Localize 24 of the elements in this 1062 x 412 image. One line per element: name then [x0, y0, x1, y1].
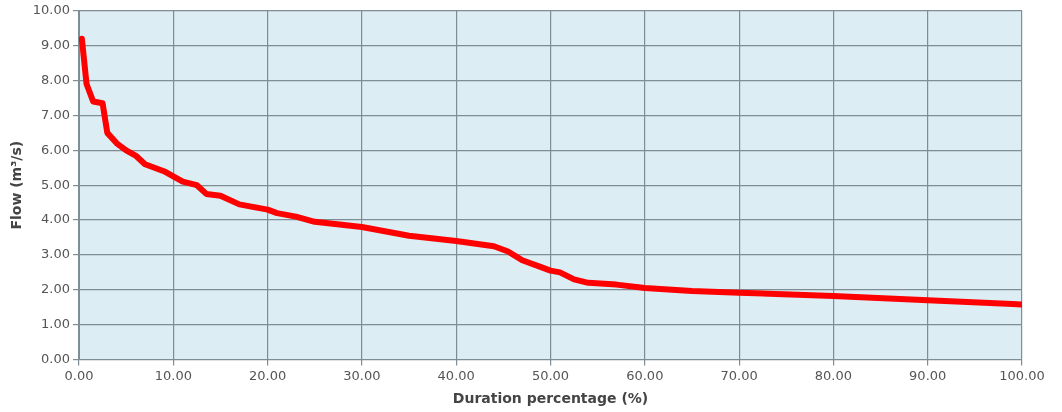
x-tick-label: 50.00 — [531, 367, 570, 383]
y-tick-label: 1.00 — [41, 316, 71, 332]
y-tick-label: 9.00 — [41, 37, 71, 53]
x-tick-label: 80.00 — [814, 367, 853, 383]
x-tick-label: 60.00 — [626, 367, 664, 383]
y-tick-label: 6.00 — [41, 141, 71, 157]
x-tick-label: 70.00 — [720, 367, 758, 383]
y-tick-label: 3.00 — [41, 246, 71, 262]
x-tick-label: 90.00 — [909, 367, 947, 383]
y-tick-label: 0.00 — [41, 350, 71, 366]
x-tick-label: 20.00 — [249, 367, 287, 383]
y-tick-label: 4.00 — [41, 211, 71, 227]
y-tick-label: 5.00 — [41, 176, 71, 192]
x-tick-label: 10.00 — [154, 367, 192, 383]
y-tick-label: 10.00 — [32, 2, 71, 18]
x-tick-label: 30.00 — [343, 367, 381, 383]
y-axis-title: Flow (m³/s) — [8, 140, 25, 230]
x-axis-title: Duration percentage (%) — [452, 390, 649, 407]
y-tick-label: 2.00 — [41, 281, 71, 297]
y-tick-label: 8.00 — [41, 71, 71, 87]
x-tick-label: 100.00 — [999, 367, 1045, 383]
x-tick-label: 40.00 — [437, 367, 475, 383]
y-tick-label: 7.00 — [41, 106, 71, 122]
x-tick-label: 0.00 — [64, 367, 94, 383]
